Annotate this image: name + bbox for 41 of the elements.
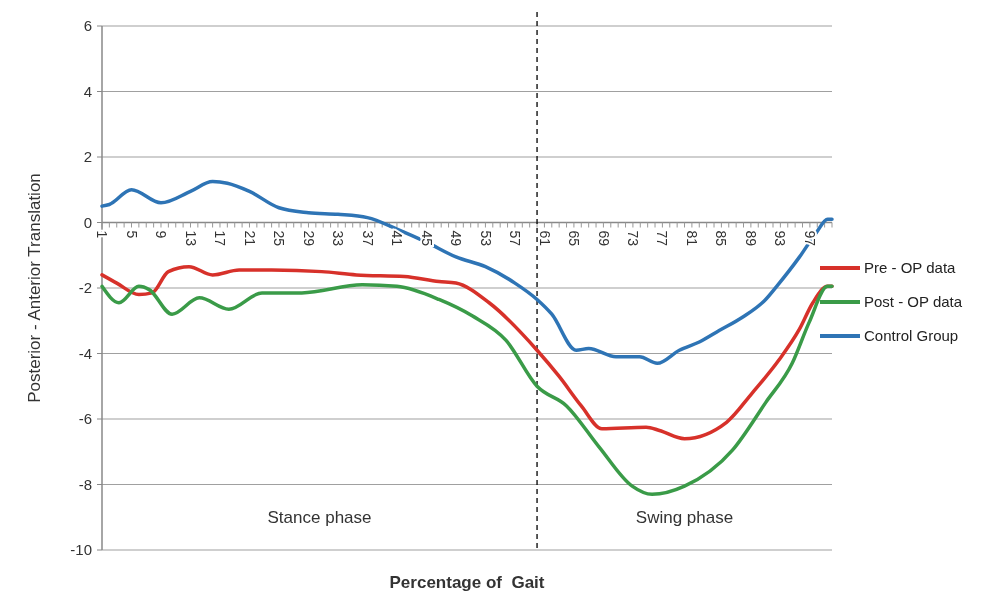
x-tick-label: 57 — [507, 230, 524, 247]
x-tick-label: 41 — [389, 230, 406, 247]
x-tick-label: 69 — [595, 230, 612, 247]
x-tick-label: 73 — [625, 230, 642, 247]
x-tick-label: 37 — [359, 230, 376, 247]
x-tick-label: 49 — [448, 230, 465, 247]
annotation: Swing phase — [635, 508, 734, 528]
x-tick-label: 77 — [654, 230, 671, 247]
y-tick-label: 4 — [83, 82, 92, 100]
x-tick-label: 93 — [772, 230, 789, 247]
x-tick-label: 45 — [418, 230, 435, 247]
x-tick-label: 81 — [684, 230, 700, 247]
y-axis-title: Posterior - Anterior Translation — [25, 173, 44, 403]
x-tick-label: 97 — [801, 230, 818, 247]
x-tick-label: 1 — [94, 230, 111, 239]
legend-label: Pre - OP data — [864, 259, 957, 277]
legend-label: Post - OP data — [864, 293, 963, 311]
x-tick-label: 5 — [123, 230, 140, 239]
x-tick-label: 85 — [713, 230, 730, 247]
y-tick-label: -6 — [78, 410, 92, 428]
x-tick-label: 29 — [300, 230, 317, 247]
y-tick-label: 6 — [83, 17, 92, 35]
annotation: Stance phase — [267, 508, 372, 528]
y-tick-label: -8 — [78, 475, 92, 493]
x-tick-label: 21 — [241, 230, 258, 247]
y-tick-label: -10 — [70, 541, 92, 559]
y-tick-label: 2 — [83, 148, 92, 166]
x-tick-label: 25 — [271, 230, 288, 247]
x-axis-title: Percentage of Gait — [389, 573, 545, 592]
x-tick-label: 9 — [153, 230, 170, 239]
x-tick-label: 89 — [742, 230, 759, 247]
x-tick-label: 53 — [477, 230, 494, 247]
x-tick-label: 33 — [330, 230, 347, 247]
y-tick-label: -2 — [78, 279, 92, 297]
x-tick-label: 17 — [212, 230, 229, 247]
x-tick-label: 65 — [566, 230, 583, 247]
x-tick-label: 61 — [536, 230, 553, 247]
legend-label: Control Group — [864, 327, 959, 345]
y-tick-label: 0 — [83, 213, 92, 231]
y-tick-label: -4 — [78, 344, 92, 362]
x-tick-label: 13 — [182, 230, 199, 247]
